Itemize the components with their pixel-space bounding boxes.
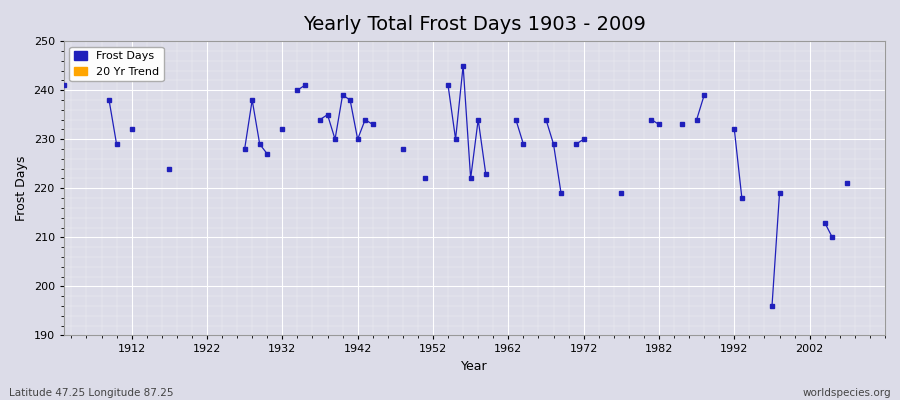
- Legend: Frost Days, 20 Yr Trend: Frost Days, 20 Yr Trend: [69, 47, 164, 81]
- X-axis label: Year: Year: [461, 360, 488, 373]
- Title: Yearly Total Frost Days 1903 - 2009: Yearly Total Frost Days 1903 - 2009: [303, 15, 646, 34]
- Y-axis label: Frost Days: Frost Days: [15, 156, 28, 221]
- Text: worldspecies.org: worldspecies.org: [803, 388, 891, 398]
- Text: Latitude 47.25 Longitude 87.25: Latitude 47.25 Longitude 87.25: [9, 388, 174, 398]
